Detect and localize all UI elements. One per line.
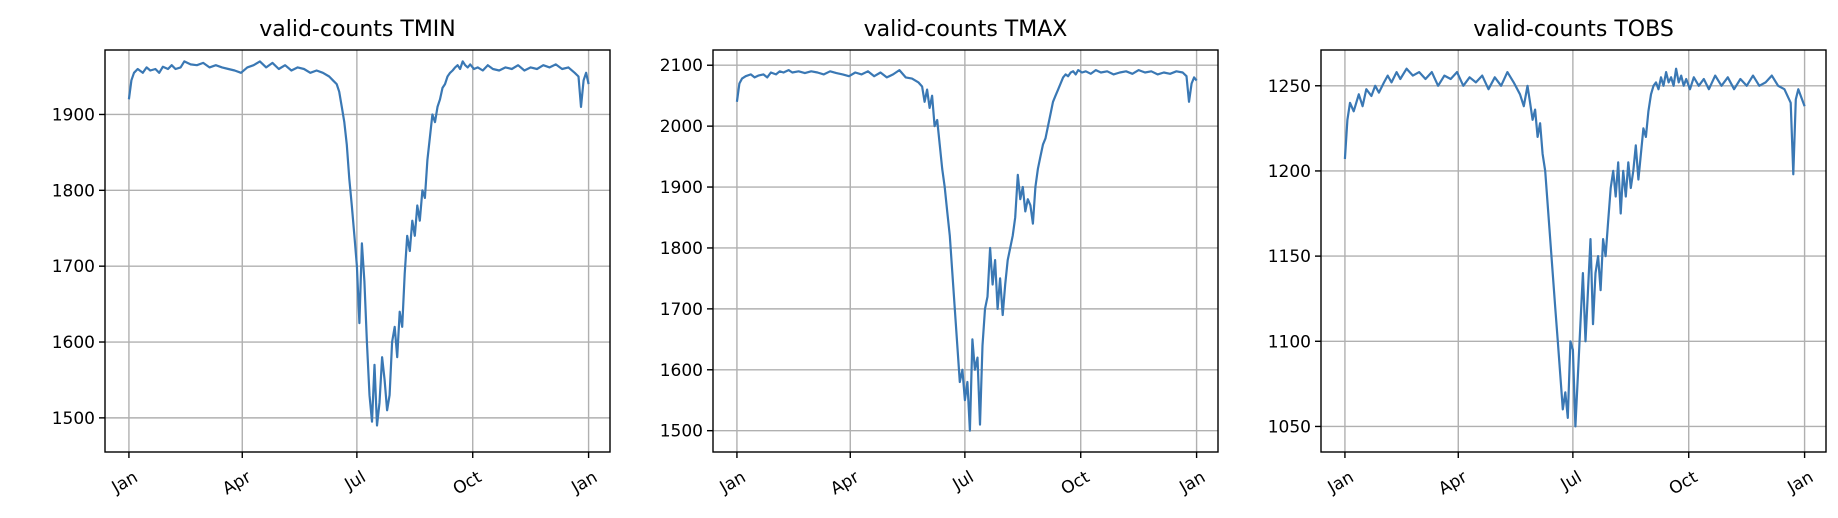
chart-title: valid-counts TOBS [1473,17,1674,42]
chart-panel-tmin: valid-counts TMIN 1500 1600 1700 1800 1900 Ja… [52,17,611,499]
y-tick-label: 2000 [660,117,703,137]
x-tick-label: Jan [108,467,142,498]
y-tick-label: 1500 [660,422,703,442]
series-line [1343,67,1806,428]
y-tick-label: 1800 [52,181,95,201]
chart-title: valid-counts TMAX [864,17,1068,42]
chart-title: valid-counts TMIN [259,17,456,42]
x-tick-label: Jan [716,467,750,498]
y-tick-label: 1800 [660,239,703,259]
x-tick-label: Jan [1175,467,1209,498]
y-tick-label: 1600 [52,333,95,353]
y-tick-label: 1900 [52,105,95,125]
x-tick-label: Jul [949,467,978,495]
x-tick-label: Jan [1324,467,1358,498]
y-tick-label: 1700 [52,257,95,277]
y-tick-label: 1700 [660,300,703,320]
x-tick-label: Oct [1666,467,1702,499]
y-tick-label: 1900 [660,178,703,198]
y-tick-label: 1200 [1268,162,1311,182]
y-tick-label: 1150 [1268,247,1311,267]
x-tick-label: Apr [1435,467,1470,499]
x-tick-label: Apr [827,467,862,499]
y-tick-label: 1600 [660,361,703,381]
y-tick-label: 1250 [1268,77,1311,97]
x-tick-label: Jan [1783,467,1817,498]
x-tick-label: Jan [567,467,601,498]
x-tick-label: Oct [450,467,486,499]
y-tick-label: 1050 [1268,417,1311,437]
x-tick-label: Apr [219,467,254,499]
series-line [735,69,1198,432]
chart-panel-tmax: valid-counts TMAX 1500 1600 1700 1800 1900 20… [660,17,1219,499]
y-tick-label: 1100 [1268,332,1311,352]
x-tick-label: Jul [1557,467,1586,495]
chart-panel-tobs: valid-counts TOBS 1050 1100 1150 1200 1250 Ja… [1268,17,1827,499]
x-tick-label: Jul [341,467,370,495]
y-tick-label: 2100 [660,56,703,76]
y-tick-label: 1500 [52,409,95,429]
x-tick-label: Oct [1058,467,1094,499]
series-line [127,60,590,427]
